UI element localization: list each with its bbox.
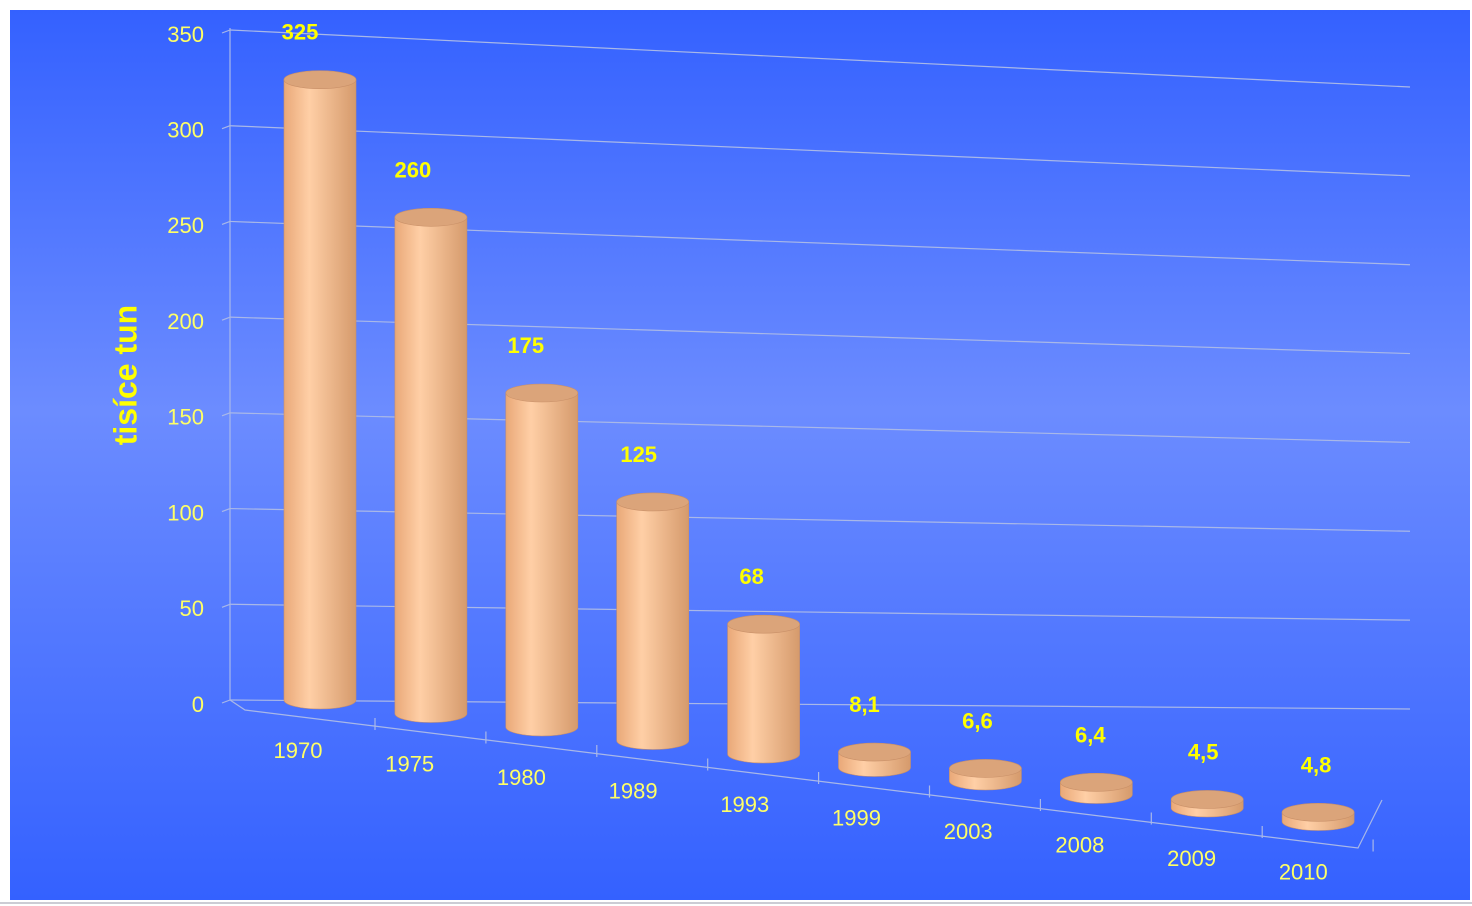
y-tick [221, 125, 231, 130]
floor-edge [229, 699, 1383, 849]
value-label: 325 [282, 20, 319, 45]
y-tick-label: 200 [167, 309, 204, 334]
value-label: 6,6 [962, 708, 993, 733]
x-tick-label: 1980 [497, 765, 546, 790]
value-label: 4,5 [1188, 739, 1219, 764]
y-tick [221, 316, 231, 321]
y-tick-label: 50 [180, 596, 204, 621]
bar [505, 392, 579, 737]
value-label: 175 [507, 333, 544, 358]
y-tick-label: 300 [167, 118, 204, 143]
y-tick-label: 0 [192, 692, 204, 717]
bar-top [727, 614, 800, 634]
bar-top [838, 742, 911, 762]
x-tick-label: 2009 [1167, 846, 1216, 871]
grid-line [229, 125, 1411, 177]
value-label: 260 [395, 157, 432, 182]
bar-top [949, 759, 1022, 778]
y-tick [221, 29, 231, 34]
value-label: 8,1 [849, 692, 880, 717]
bar [616, 501, 689, 750]
x-tick-label: 2010 [1279, 859, 1328, 884]
bar-top [505, 383, 579, 403]
y-tick [221, 508, 231, 513]
bar-top [1281, 803, 1355, 822]
bar [394, 216, 468, 723]
x-tick-label: 1993 [720, 792, 769, 817]
value-label: 6,4 [1075, 722, 1106, 747]
value-label: 68 [739, 564, 763, 589]
y-axis-title: tisíce tun [107, 305, 143, 445]
y-tick-label: 100 [167, 500, 204, 525]
bar-top [1170, 790, 1244, 809]
x-tick-label: 2008 [1055, 832, 1104, 857]
bar-top [283, 70, 357, 90]
y-tick [221, 603, 231, 608]
plot-background [10, 10, 1470, 900]
value-label: 4,8 [1301, 752, 1332, 777]
x-tick-label: 1999 [832, 805, 881, 830]
y-tick [221, 412, 231, 417]
x-tick-label: 1970 [274, 738, 323, 763]
bar-top [394, 207, 468, 227]
y-tick-label: 250 [167, 213, 204, 238]
bar [727, 623, 800, 764]
y-tick [221, 699, 231, 704]
x-tick-label: 2003 [944, 819, 993, 844]
bar-top [616, 492, 690, 512]
grid-line [229, 29, 1411, 88]
value-label: 125 [620, 442, 657, 467]
y-tick-label: 150 [167, 405, 204, 430]
x-tick-label: 1975 [385, 751, 434, 776]
x-tick-label: 1989 [609, 778, 658, 803]
y-tick [221, 220, 231, 225]
y-tick-label: 350 [167, 22, 204, 47]
bar-top [1060, 772, 1133, 792]
bar [283, 79, 357, 710]
